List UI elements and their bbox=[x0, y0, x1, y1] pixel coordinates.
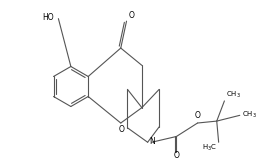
Text: H$_3$C: H$_3$C bbox=[202, 143, 217, 153]
Text: HO: HO bbox=[42, 13, 54, 22]
Text: O: O bbox=[195, 111, 200, 120]
Text: O: O bbox=[129, 11, 135, 20]
Text: CH$_3$: CH$_3$ bbox=[226, 90, 241, 100]
Text: CH$_3$: CH$_3$ bbox=[242, 110, 257, 120]
Text: N: N bbox=[149, 137, 155, 146]
Text: O: O bbox=[173, 151, 179, 160]
Text: O: O bbox=[118, 125, 124, 134]
